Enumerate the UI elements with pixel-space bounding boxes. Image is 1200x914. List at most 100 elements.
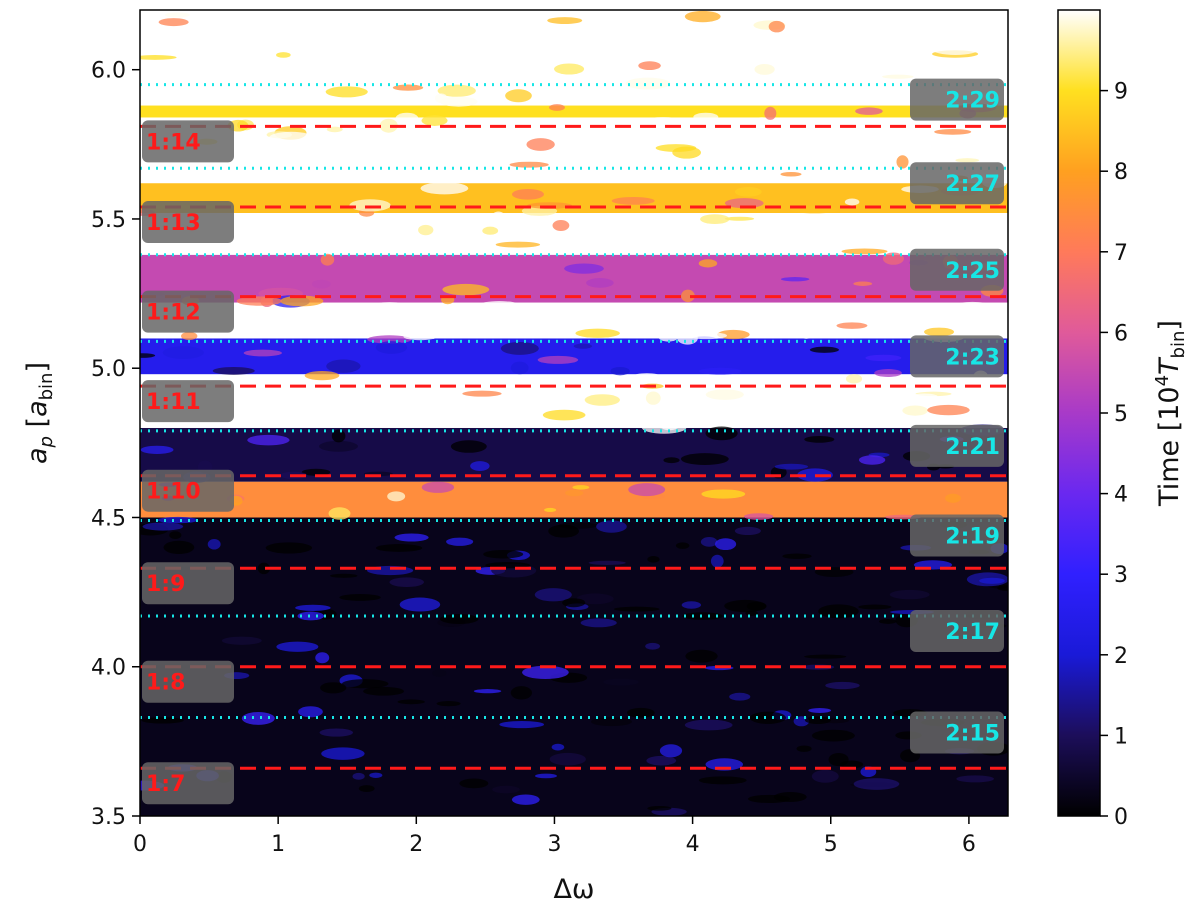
heatmap-blob <box>796 745 812 752</box>
heatmap-blob <box>698 367 742 375</box>
svg-text:Time [104Tbin]: Time [104Tbin] <box>1152 320 1189 507</box>
heatmap-blob <box>562 598 586 608</box>
heatmap-blob <box>325 170 367 176</box>
heatmap-blob <box>600 12 647 19</box>
heatmap-blob <box>434 93 448 104</box>
heatmap-blob <box>439 96 478 107</box>
heatmap-blob <box>896 155 909 169</box>
heatmap-blob <box>774 463 809 470</box>
heatmap-blob <box>181 331 198 341</box>
heatmap-blob <box>811 729 855 742</box>
heatmap-blob <box>753 117 771 125</box>
heatmap-blob <box>979 577 1005 584</box>
heatmap-blob <box>459 778 489 789</box>
heatmap-blob <box>659 744 683 758</box>
heatmap-blob <box>298 706 323 718</box>
heatmap-blob <box>311 279 331 289</box>
heatmap-blob <box>882 74 914 79</box>
heatmap-blob <box>548 524 579 538</box>
x-tick-label: 5 <box>824 832 838 857</box>
heatmap-blob <box>681 289 695 303</box>
heatmap-blob <box>773 791 807 803</box>
heatmap-blob <box>394 533 429 542</box>
heatmap-blob <box>782 224 819 234</box>
heatmap-blob <box>331 429 346 443</box>
resonance-lines <box>140 83 1008 770</box>
colorbar-tick-label: 0 <box>1114 805 1128 830</box>
heatmap-blob <box>574 72 620 86</box>
y-axis-label: ap [abin] <box>22 362 57 464</box>
heatmap-blob <box>764 55 792 65</box>
heatmap-blob <box>367 335 412 344</box>
y-tick-label: 3.5 <box>91 805 126 830</box>
heatmap-blob <box>700 537 718 547</box>
heatmap-blob <box>734 186 762 197</box>
heatmap-blob <box>248 390 286 405</box>
heatmap-blob <box>628 483 666 497</box>
heatmap-blob <box>158 18 189 27</box>
heatmap-blob <box>505 89 532 103</box>
heatmap-blob <box>512 188 544 200</box>
heatmap-blob <box>395 112 419 125</box>
heatmap-blob <box>243 153 264 162</box>
heatmap-blob <box>454 401 471 406</box>
heatmap-blob <box>752 12 789 20</box>
heatmap-blob <box>584 394 620 406</box>
heatmap-blob <box>809 346 839 353</box>
heatmap-blob <box>420 182 469 195</box>
heatmap-blob <box>358 785 375 792</box>
heatmap-blob <box>853 778 900 790</box>
heatmap-blob <box>701 489 746 499</box>
heatmap-blob <box>373 69 420 84</box>
colorbar-tick-label: 7 <box>1114 241 1128 266</box>
heatmap-blob <box>328 507 351 520</box>
resonance-label-1n: 1:9 <box>146 572 185 597</box>
heatmap-blob <box>243 349 283 357</box>
heatmap-blob <box>320 682 347 694</box>
heatmap-blob <box>768 20 785 33</box>
heatmap-blob <box>955 158 980 163</box>
heatmap-blob <box>479 301 519 308</box>
heatmap-blob <box>645 391 661 405</box>
heatmap-blob <box>700 214 730 225</box>
x-tick-label: 2 <box>409 832 423 857</box>
heatmap-blob <box>361 56 394 66</box>
heatmap-blob <box>693 112 719 122</box>
heatmap-blob <box>714 538 737 551</box>
heatmap-blob <box>724 216 755 221</box>
resonance-label-2n: 2:21 <box>945 435 1000 460</box>
heatmap-blob <box>804 654 847 659</box>
heatmap-blob <box>853 281 873 286</box>
heatmap-blob <box>576 593 614 605</box>
heatmap-blob <box>682 612 723 620</box>
colorbar <box>1057 9 1101 817</box>
heatmap-blob <box>956 301 989 307</box>
x-tick-label: 0 <box>133 832 147 857</box>
svg-text:ap [abin]: ap [abin] <box>22 362 57 464</box>
heatmap-blob <box>841 213 881 222</box>
resonance-label-box <box>910 248 1004 291</box>
heatmap-blob <box>780 277 810 282</box>
heatmap-blob <box>680 453 729 465</box>
colorbar-tick-label: 6 <box>1114 321 1128 346</box>
heatmap-blob <box>645 642 661 650</box>
heatmap-blob <box>421 481 455 493</box>
heatmap-blob <box>257 562 271 575</box>
heatmap-blob <box>389 577 424 587</box>
heatmap-blob <box>301 468 331 476</box>
heatmap-blob <box>825 681 860 690</box>
heatmap-blob <box>510 686 533 700</box>
y-tick-label: 6.0 <box>91 59 126 84</box>
colorbar-label: Time [104Tbin] <box>1152 320 1189 507</box>
heatmap-blob <box>449 377 470 382</box>
heatmap-blob <box>320 253 335 266</box>
heatmap-blob <box>276 52 291 58</box>
heatmap-blob <box>874 369 902 377</box>
heatmap-blob <box>549 104 565 111</box>
heatmap-blob <box>473 689 502 694</box>
x-axis-label: Δω <box>553 874 594 905</box>
heatmap-blob <box>803 24 817 30</box>
y-axis: 3.5 4.0 4.5 5.0 5.5 6.0 <box>91 59 140 830</box>
heatmap-blob <box>164 12 190 18</box>
resonance-label-box <box>142 380 234 423</box>
